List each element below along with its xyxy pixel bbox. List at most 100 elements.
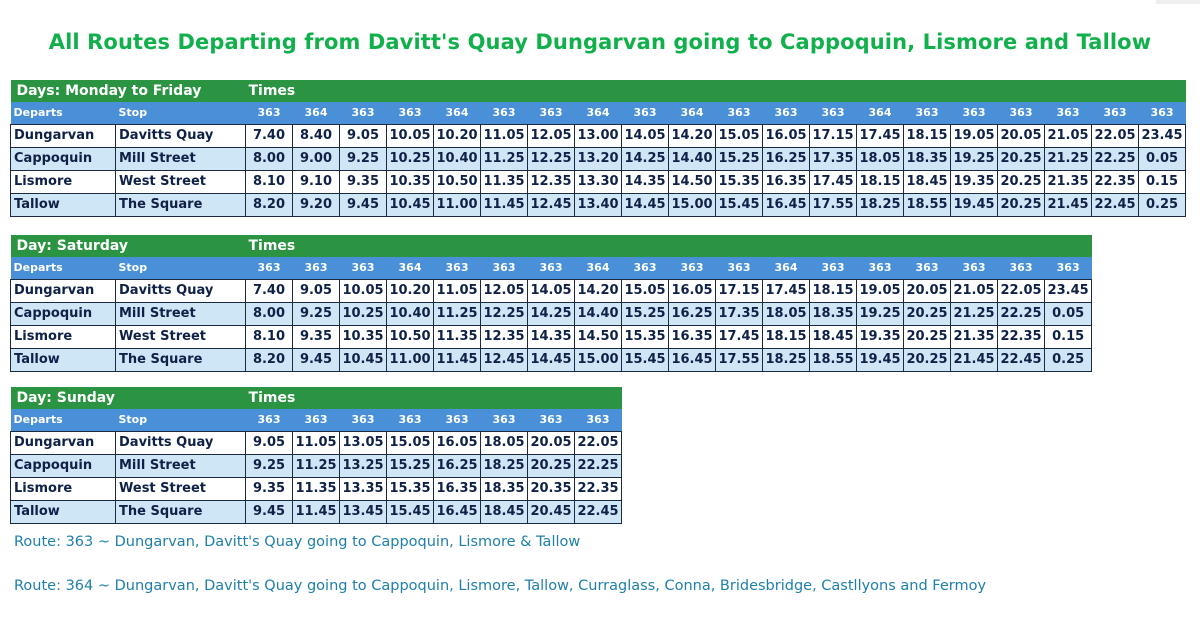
departure-time: 19.35 bbox=[950, 170, 998, 194]
departure-time: 8.20 bbox=[245, 193, 293, 217]
timetable-header-row: Day: Sunday Times bbox=[10, 387, 622, 409]
departure-time: 11.00 bbox=[433, 193, 481, 217]
departure-time: 20.05 bbox=[903, 279, 951, 303]
departure-time: 12.05 bbox=[480, 279, 528, 303]
departure-time: 8.10 bbox=[245, 170, 293, 194]
table-row: Cappoquin Mill Street 8.00 9.00 9.25 10.25 10.… bbox=[10, 147, 1187, 171]
departure-time: 9.35 bbox=[292, 325, 340, 349]
departure-time: 11.35 bbox=[433, 325, 481, 349]
town-name: Cappoquin bbox=[10, 147, 116, 171]
departure-time: 22.35 bbox=[997, 325, 1045, 349]
route-number: 364 bbox=[574, 102, 622, 125]
departure-time: 20.25 bbox=[903, 325, 951, 349]
route-number: 363 bbox=[480, 409, 528, 432]
route-number: 363 bbox=[386, 409, 434, 432]
departure-time: 19.45 bbox=[856, 348, 904, 372]
departure-time: 16.05 bbox=[668, 279, 716, 303]
departure-time: 19.45 bbox=[950, 193, 998, 217]
route-number-row: Departs Stop 363 363 363 363 363 363 363 363 bbox=[10, 409, 622, 432]
departure-time: 14.35 bbox=[621, 170, 669, 194]
table-row: Dungarvan Davitts Quay 9.05 11.05 13.05 15.05… bbox=[10, 431, 623, 455]
departure-time: 8.00 bbox=[245, 147, 293, 171]
departure-time: 18.25 bbox=[856, 193, 904, 217]
route-number: 363 bbox=[809, 102, 857, 125]
departure-time: 13.35 bbox=[339, 477, 388, 501]
table-row: Cappoquin Mill Street 9.25 11.25 13.25 15.25 1… bbox=[10, 454, 623, 478]
departure-time: 17.45 bbox=[762, 279, 810, 303]
departure-time: 21.25 bbox=[950, 302, 998, 326]
departure-time: 13.25 bbox=[339, 454, 388, 478]
departure-time: 11.05 bbox=[433, 279, 481, 303]
departure-time: 13.00 bbox=[574, 124, 622, 148]
departure-time: 15.35 bbox=[715, 170, 763, 194]
departure-time: 18.25 bbox=[480, 454, 529, 478]
departure-time: 16.45 bbox=[762, 193, 810, 217]
departure-time: 15.05 bbox=[621, 279, 669, 303]
departure-time: 13.05 bbox=[339, 431, 388, 455]
departure-time: 18.05 bbox=[762, 302, 810, 326]
route-number: 363 bbox=[386, 102, 434, 125]
stop-name: The Square bbox=[115, 193, 246, 217]
departure-time: 17.45 bbox=[809, 170, 857, 194]
departure-time: 16.05 bbox=[762, 124, 810, 148]
route-number: 363 bbox=[433, 257, 481, 280]
departure-time: 22.45 bbox=[1091, 193, 1139, 217]
table-row: Dungarvan Davitts Quay 7.40 9.05 10.05 10.20 1… bbox=[10, 279, 1093, 303]
departure-time: 11.35 bbox=[292, 477, 341, 501]
departure-time: 13.40 bbox=[574, 193, 622, 217]
route-number: 363 bbox=[480, 102, 528, 125]
departure-time: 11.05 bbox=[480, 124, 528, 148]
departure-time: 14.40 bbox=[668, 147, 716, 171]
departure-time: 10.50 bbox=[433, 170, 481, 194]
table-row: Lismore West Street 8.10 9.10 9.35 10.35 10.50… bbox=[10, 170, 1187, 194]
departure-time: 16.35 bbox=[433, 477, 482, 501]
departure-time: 10.35 bbox=[339, 325, 387, 349]
departure-time: 9.45 bbox=[245, 500, 294, 524]
departure-time: 10.05 bbox=[339, 279, 387, 303]
departure-time: 0.15 bbox=[1043, 325, 1093, 349]
departure-time: 8.40 bbox=[292, 124, 340, 148]
route-number: 363 bbox=[339, 409, 387, 432]
departure-time: 15.00 bbox=[668, 193, 716, 217]
town-name: Cappoquin bbox=[10, 302, 116, 326]
departure-time: 14.35 bbox=[527, 325, 575, 349]
route-number: 363 bbox=[668, 257, 716, 280]
departure-time: 14.20 bbox=[668, 124, 716, 148]
route-number: 363 bbox=[950, 257, 998, 280]
departure-time: 21.35 bbox=[950, 325, 998, 349]
stop-label: Stop bbox=[115, 409, 246, 432]
departure-time: 15.25 bbox=[621, 302, 669, 326]
departure-time: 22.25 bbox=[574, 454, 623, 478]
stop-label: Stop bbox=[115, 257, 246, 280]
departure-time: 20.25 bbox=[527, 454, 576, 478]
departure-time: 10.20 bbox=[433, 124, 481, 148]
route-number: 363 bbox=[1044, 102, 1092, 125]
departure-time: 9.25 bbox=[339, 147, 387, 171]
departure-time: 20.25 bbox=[903, 348, 951, 372]
departure-time: 11.45 bbox=[433, 348, 481, 372]
departure-time: 16.25 bbox=[433, 454, 482, 478]
route-number: 363 bbox=[527, 257, 575, 280]
departure-time: 15.45 bbox=[715, 193, 763, 217]
departure-time: 20.25 bbox=[903, 302, 951, 326]
route-number: 363 bbox=[856, 257, 904, 280]
departure-time: 14.05 bbox=[527, 279, 575, 303]
departure-time: 18.05 bbox=[480, 431, 529, 455]
departure-time: 15.45 bbox=[621, 348, 669, 372]
stop-name: Mill Street bbox=[115, 302, 246, 326]
route-number: 363 bbox=[997, 102, 1045, 125]
route-number: 364 bbox=[762, 257, 810, 280]
departure-time: 18.25 bbox=[762, 348, 810, 372]
departure-time: 11.25 bbox=[292, 454, 341, 478]
departure-time: 7.40 bbox=[245, 279, 293, 303]
departure-time: 17.55 bbox=[809, 193, 857, 217]
times-label: Times bbox=[245, 387, 622, 409]
table-row: Tallow The Square 8.20 9.45 10.45 11.00 11.45 1… bbox=[10, 348, 1093, 372]
route-number: 364 bbox=[668, 102, 716, 125]
table-row: Tallow The Square 8.20 9.20 9.45 10.45 11.00 11… bbox=[10, 193, 1187, 217]
route-number: 364 bbox=[574, 257, 622, 280]
route-number: 363 bbox=[762, 102, 810, 125]
day-label: Day: Saturday bbox=[10, 235, 246, 257]
departure-time: 21.25 bbox=[1044, 147, 1092, 171]
departure-time: 9.45 bbox=[292, 348, 340, 372]
